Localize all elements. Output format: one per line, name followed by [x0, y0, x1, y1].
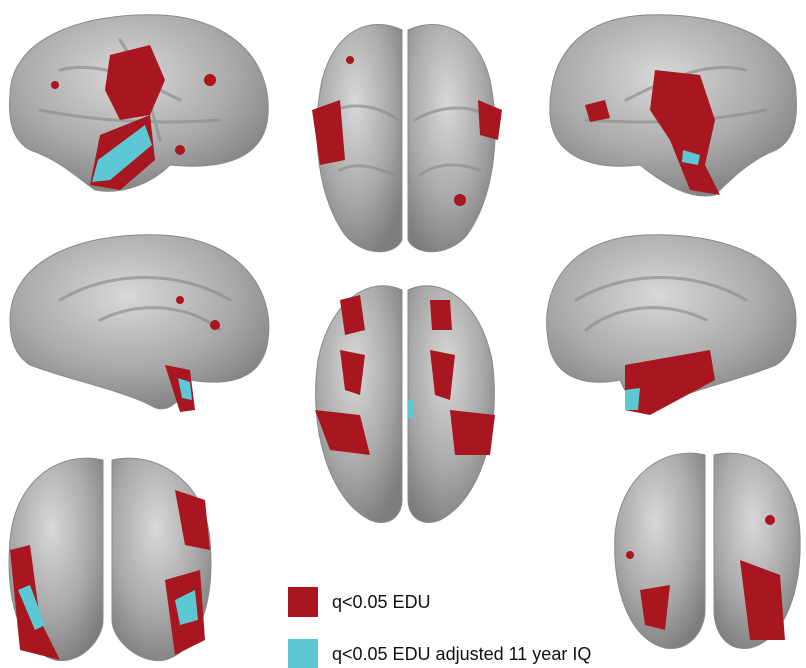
brain-ventral	[315, 286, 495, 523]
figure: q<0.05 EDU q<0.05 EDU adjusted 11 year I…	[0, 0, 806, 668]
legend: q<0.05 EDU q<0.05 EDU adjusted 11 year I…	[288, 587, 591, 668]
legend-label: q<0.05 EDU adjusted 11 year IQ	[332, 644, 591, 664]
legend-label: q<0.05 EDU	[332, 592, 431, 612]
brain-medial-right	[547, 235, 796, 415]
brain-medial-left	[10, 235, 269, 412]
brain-posterior	[9, 458, 211, 661]
brain-anterior	[615, 453, 800, 648]
legend-swatch	[288, 639, 318, 668]
legend-swatch	[288, 587, 318, 617]
brain-dorsal	[312, 24, 502, 251]
brain-lateral-right	[550, 15, 797, 196]
brain-lateral-left	[10, 15, 269, 191]
